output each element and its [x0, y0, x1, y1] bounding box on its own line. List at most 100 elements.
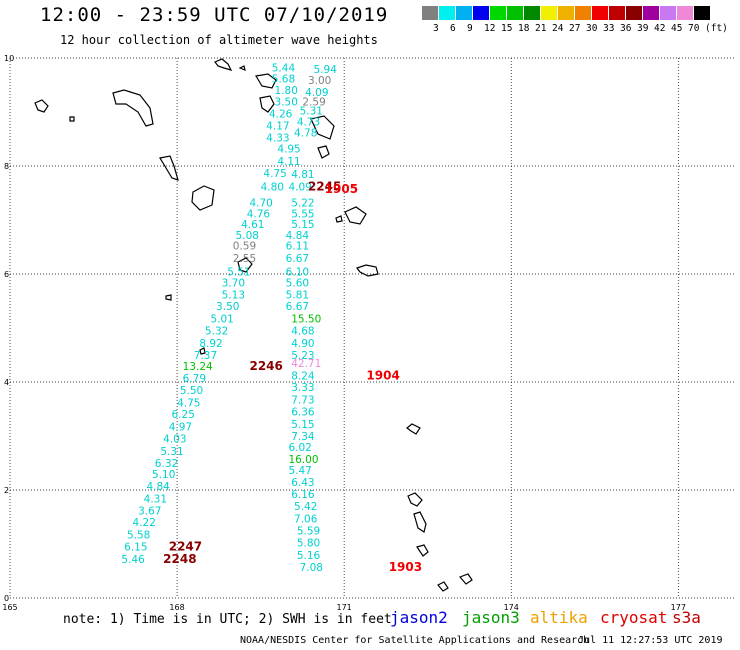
satellite-jason3: jason3: [462, 608, 520, 627]
island-outline: [356, 264, 379, 277]
wave-height-value: 16.00: [288, 454, 318, 466]
colorbar-label: 36: [620, 23, 632, 34]
wave-height-value: 5.31: [300, 106, 323, 118]
wave-height-value: 4.97: [169, 422, 192, 434]
wave-height-value: 4.90: [291, 338, 314, 350]
colorbar-label: 12: [484, 23, 496, 34]
wave-height-value: 4.61: [241, 219, 264, 231]
wave-height-value: 6.67: [286, 301, 309, 313]
wave-height-value: 4.11: [277, 156, 300, 168]
island-outline: [69, 116, 75, 122]
wave-height-value: 6.32: [155, 458, 178, 470]
wave-height-value: 5.23: [291, 350, 314, 362]
colorbar-label: 15: [501, 23, 513, 34]
island-outline: [165, 294, 172, 301]
colorbar-swatch: [626, 6, 642, 20]
island-outline: [413, 511, 427, 533]
wave-height-value: 4.17: [266, 120, 289, 132]
pass-time-label: 2245: [308, 179, 341, 193]
wave-height-value: 5.44: [272, 63, 296, 75]
colorbar-swatch: [592, 6, 608, 20]
map-axes: 165 168 171 174 177 0 2 4 6 8 10: [2, 54, 686, 610]
island-outline: [237, 257, 253, 273]
wave-height-value: 4.31: [144, 493, 167, 505]
wave-height-value: 7.73: [291, 395, 314, 407]
wave-height-value: 3.33: [291, 382, 314, 394]
wave-height-value: 5.50: [180, 385, 203, 397]
wave-height-value: 5.01: [210, 314, 233, 326]
wave-height-value: 13.24: [183, 361, 213, 373]
colorbar-label: 45: [671, 23, 683, 34]
wave-height-value: 6.36: [291, 406, 315, 418]
wave-height-value: 5.58: [127, 530, 150, 542]
wave-height-value: 4.80: [261, 181, 284, 193]
wave-height-value: 6.67: [286, 253, 309, 265]
wave-height-value: 7.34: [291, 431, 315, 443]
observation-labels: 5.44 5.94 5.68 3.00 1.80 4.09 3.50 2.59 4.26 5.31…: [121, 63, 422, 575]
pass-time-label: 2248: [163, 552, 196, 566]
satellite-jason2: jason2: [390, 608, 448, 627]
colorbar-swatch: [524, 6, 540, 20]
colorbar-swatch: [541, 6, 557, 20]
colorbar-label: 33: [603, 23, 615, 34]
colorbar-label: 39: [637, 23, 649, 34]
colorbar-swatch: [677, 6, 693, 20]
wave-height-value: 4.76: [247, 208, 271, 220]
wave-height-value: 5.51: [227, 267, 250, 279]
colorbar-label: 30: [586, 23, 598, 34]
wave-height-value: 5.22: [291, 198, 314, 210]
wave-height-value: 4.81: [291, 169, 314, 181]
lon-tick-label: 171: [337, 603, 352, 610]
colorbar-label: 42: [654, 23, 666, 34]
lon-tick-label: 168: [169, 603, 184, 610]
wave-height-value: 6.15: [124, 541, 147, 553]
lat-tick-label: 8: [4, 162, 9, 171]
island-outline: [112, 89, 154, 127]
wave-height-value: 5.31: [160, 446, 183, 458]
lon-tick-label: 177: [671, 603, 686, 610]
colorbar-label: 24: [552, 23, 564, 34]
colorbar-swatch: [575, 6, 591, 20]
wave-height-value: 4.68: [291, 325, 314, 337]
chart-subtitle: 12 hour collection of altimeter wave hei…: [60, 33, 378, 47]
wave-height-value: 3.00: [308, 75, 331, 87]
wave-height-value: 5.81: [286, 289, 309, 301]
wave-height-value: 5.13: [222, 289, 245, 301]
wave-height-value: 4.09: [305, 87, 328, 99]
wave-height-value: 6.25: [172, 409, 195, 421]
wave-height-value: 4.75: [263, 168, 286, 180]
map-grid: [9, 57, 734, 599]
island-outline: [437, 581, 449, 592]
satellite-cryosat: cryosat: [600, 608, 668, 627]
wave-height-value: 3.67: [138, 505, 161, 517]
wave-height-value: 5.55: [291, 208, 314, 220]
wave-height-value: 5.94: [314, 64, 338, 76]
island-outline: [317, 145, 330, 159]
island-outline: [407, 492, 423, 507]
wave-height-value: 2.55: [233, 253, 256, 265]
coastlines: [34, 58, 473, 592]
wave-height-value: 6.79: [183, 373, 206, 385]
island-outline: [214, 58, 233, 71]
wave-height-value: 4.09: [288, 181, 311, 193]
island-outline: [344, 206, 367, 225]
wave-height-value: 1.80: [275, 85, 298, 97]
wave-height-value: 4.84: [286, 230, 310, 242]
island-outline: [159, 155, 179, 181]
wave-height-value: 5.47: [288, 465, 311, 477]
colorbar-swatch: [558, 6, 574, 20]
wave-height-value: 5.60: [286, 277, 309, 289]
lat-tick-label: 2: [4, 486, 9, 495]
colorbar-swatch: [422, 6, 438, 20]
colorbar-label: (ft): [705, 23, 728, 34]
wave-height-value: 3.50: [275, 97, 298, 109]
wave-height-value: 4.73: [297, 117, 320, 129]
wave-height-value: 0.59: [233, 241, 256, 253]
island-outline: [458, 573, 473, 585]
island-outline: [34, 99, 49, 113]
pass-time-label: 2247: [169, 539, 202, 553]
colorbar-swatch: [456, 6, 472, 20]
island-outline: [335, 215, 343, 223]
colorbar-label: 70: [688, 23, 700, 34]
